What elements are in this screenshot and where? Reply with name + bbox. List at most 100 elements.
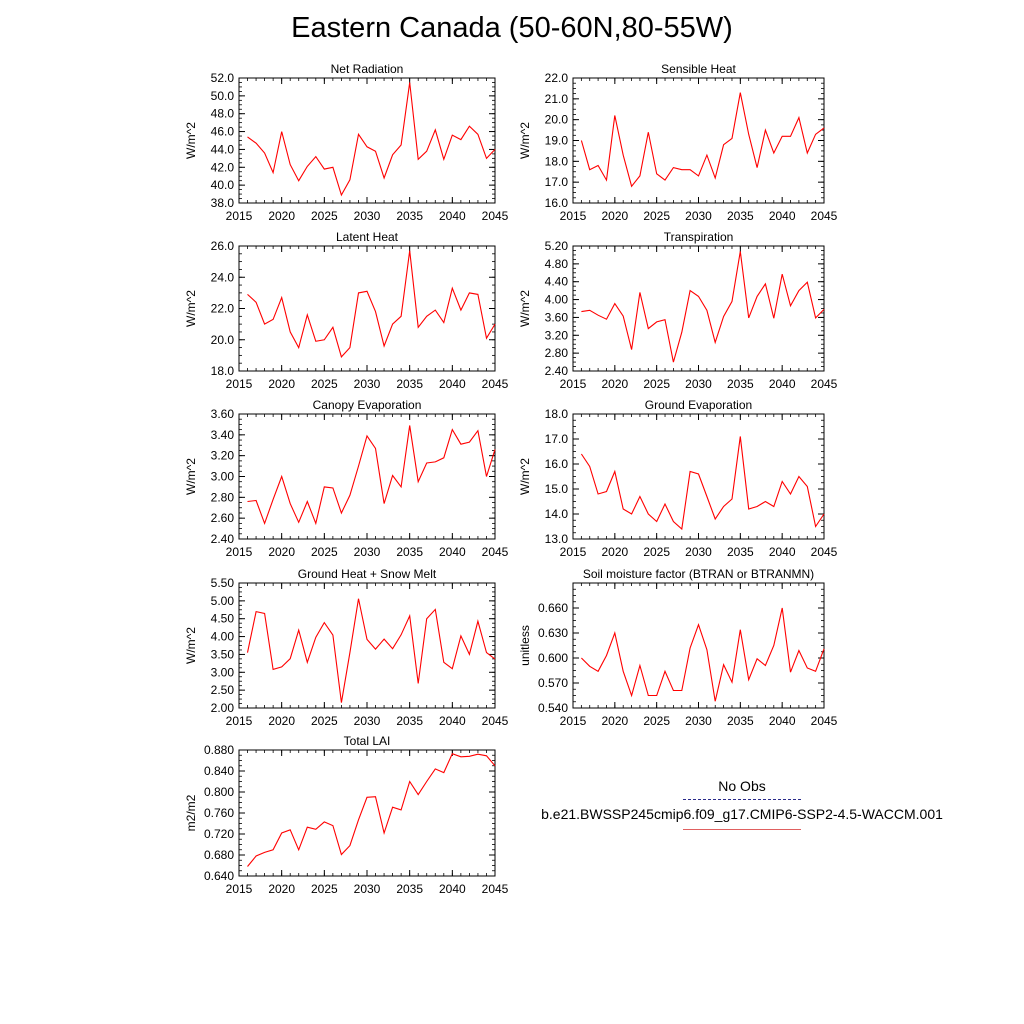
x-tick-label: 2025: [311, 209, 338, 223]
x-tick-label: 2015: [226, 209, 253, 223]
y-tick-label: 0.540: [538, 701, 568, 715]
x-tick-label: 2030: [685, 714, 712, 728]
y-tick-label: 24.0: [211, 270, 235, 284]
x-tick-label: 2025: [643, 209, 670, 223]
y-tick-label: 3.00: [211, 470, 235, 484]
panel-title: Ground Evaporation: [645, 398, 752, 412]
x-tick-label: 2045: [482, 545, 509, 559]
legend-obs-label: No Obs: [718, 778, 766, 794]
y-tick-label: 3.20: [211, 449, 235, 463]
x-tick-label: 2045: [811, 714, 838, 728]
x-tick-label: 2015: [226, 377, 253, 391]
y-tick-label: 2.40: [545, 364, 569, 378]
chart-panel: 2015 2020 2025 2030 2035 2040 2045 0.640 0.680 0.…: [184, 734, 509, 896]
x-tick-label: 2040: [769, 545, 796, 559]
legend-obs-line: [683, 799, 801, 800]
x-tick-label: 2035: [727, 377, 754, 391]
panel-title: Sensible Heat: [661, 62, 736, 76]
x-tick-label: 2045: [482, 714, 509, 728]
y-tick-label: 22.0: [545, 71, 569, 85]
x-tick-label: 2020: [601, 714, 628, 728]
x-tick-label: 2030: [354, 209, 381, 223]
y-tick-label: 2.60: [211, 511, 235, 525]
y-tick-label: 16.0: [545, 457, 569, 471]
x-tick-label: 2035: [727, 209, 754, 223]
y-tick-label: 18.0: [545, 407, 569, 421]
y-tick-label: 3.50: [211, 647, 235, 661]
series-line: [247, 425, 496, 526]
series-line: [580, 436, 825, 531]
panel-title: Total LAI: [344, 734, 391, 748]
y-tick-label: 3.20: [545, 328, 569, 342]
y-axis-label: W/m^2: [518, 290, 532, 327]
x-tick-label: 2035: [396, 377, 423, 391]
x-tick-label: 2015: [560, 377, 587, 391]
legend-case-label: b.e21.BWSSP245cmip6.f09_g17.CMIP6-SSP2-4…: [541, 806, 943, 822]
series-line: [247, 753, 496, 867]
chart-panel: 2015 2020 2025 2030 2035 2040 2045 13.0 14.0 15.0…: [518, 398, 838, 559]
y-tick-label: 0.880: [204, 743, 234, 757]
y-tick-label: 0.660: [538, 601, 568, 615]
panel-title: Latent Heat: [336, 230, 399, 244]
y-axis-label: W/m^2: [518, 458, 532, 495]
x-tick-label: 2045: [811, 377, 838, 391]
plot-frame: [238, 749, 496, 877]
x-tick-label: 2025: [643, 714, 670, 728]
y-tick-label: 4.00: [545, 293, 569, 307]
x-tick-label: 2030: [354, 882, 381, 896]
plot-frame: [572, 77, 825, 204]
x-tick-label: 2040: [439, 209, 466, 223]
panel-title: Net Radiation: [331, 62, 404, 76]
x-tick-label: 2020: [268, 714, 295, 728]
y-tick-label: 4.50: [211, 612, 235, 626]
y-tick-label: 19.0: [545, 134, 569, 148]
y-tick-label: 0.800: [204, 785, 234, 799]
y-tick-label: 4.80: [545, 257, 569, 271]
y-axis-label: m2/m2: [184, 794, 198, 831]
y-tick-label: 5.20: [545, 239, 569, 253]
y-tick-label: 18.0: [545, 154, 569, 168]
chart-panel: 2015 2020 2025 2030 2035 2040 2045 16.0 17.0 18.0…: [518, 62, 838, 223]
series-line: [581, 251, 825, 363]
y-tick-label: 0.720: [204, 827, 234, 841]
x-tick-label: 2045: [482, 882, 509, 896]
x-tick-label: 2020: [601, 209, 628, 223]
plot-frame: [572, 413, 825, 540]
x-tick-label: 2045: [482, 209, 509, 223]
panel-title: Transpiration: [664, 230, 734, 244]
y-tick-label: 17.0: [545, 175, 569, 189]
x-tick-label: 2035: [396, 882, 423, 896]
x-tick-label: 2030: [354, 714, 381, 728]
x-tick-label: 2045: [811, 209, 838, 223]
x-tick-label: 2045: [811, 545, 838, 559]
y-tick-label: 3.40: [211, 428, 235, 442]
chart-panel: 2015 2020 2025 2030 2035 2040 2045 18.0 20.0 22.0…: [184, 230, 509, 391]
x-tick-label: 2040: [769, 377, 796, 391]
x-tick-label: 2035: [727, 545, 754, 559]
x-tick-label: 2025: [643, 545, 670, 559]
y-tick-label: 46.0: [211, 125, 235, 139]
y-tick-label: 15.0: [545, 482, 569, 496]
y-tick-label: 4.00: [211, 630, 235, 644]
page-title: Eastern Canada (50-60N,80-55W): [291, 12, 733, 44]
x-tick-label: 2015: [560, 714, 587, 728]
x-tick-label: 2015: [560, 545, 587, 559]
y-tick-label: 3.00: [211, 665, 235, 679]
x-tick-label: 2030: [685, 377, 712, 391]
x-tick-label: 2040: [439, 714, 466, 728]
x-tick-label: 2040: [439, 545, 466, 559]
y-tick-label: 0.570: [538, 676, 568, 690]
panel-title: Ground Heat + Snow Melt: [298, 567, 437, 581]
y-tick-label: 52.0: [211, 71, 235, 85]
y-tick-label: 2.40: [211, 532, 235, 546]
x-tick-label: 2030: [354, 377, 381, 391]
y-tick-label: 42.0: [211, 160, 235, 174]
x-tick-label: 2020: [268, 545, 295, 559]
x-tick-label: 2035: [396, 714, 423, 728]
x-tick-label: 2020: [268, 377, 295, 391]
legend: No Obs b.e21.BWSSP245cmip6.f09_g17.CMIP6…: [520, 778, 964, 838]
x-tick-label: 2025: [643, 377, 670, 391]
y-tick-label: 0.600: [538, 651, 568, 665]
